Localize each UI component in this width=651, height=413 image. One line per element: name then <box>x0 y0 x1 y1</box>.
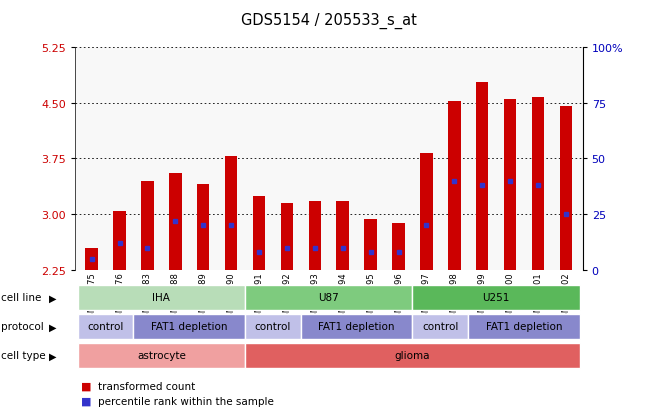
Bar <box>85 248 98 271</box>
Bar <box>141 181 154 271</box>
Bar <box>448 102 461 271</box>
Text: IHA: IHA <box>152 293 171 303</box>
Bar <box>413 285 580 311</box>
Text: ▶: ▶ <box>49 322 57 332</box>
Text: cell line: cell line <box>1 293 42 303</box>
Text: cell type: cell type <box>1 351 46 361</box>
Bar <box>245 285 413 311</box>
Bar <box>504 100 516 271</box>
Bar <box>365 220 377 271</box>
Bar <box>225 157 238 271</box>
Bar <box>133 314 245 339</box>
Bar <box>197 185 210 271</box>
Bar <box>560 107 572 271</box>
Text: FAT1 depletion: FAT1 depletion <box>486 322 562 332</box>
Bar <box>301 314 413 339</box>
Bar <box>113 211 126 271</box>
Text: ■: ■ <box>81 381 92 391</box>
Bar <box>532 97 544 271</box>
Bar <box>77 285 245 311</box>
Text: GDS5154 / 205533_s_at: GDS5154 / 205533_s_at <box>241 12 417 28</box>
Bar <box>309 202 321 271</box>
Text: protocol: protocol <box>1 322 44 332</box>
Bar <box>77 314 133 339</box>
Text: transformed count: transformed count <box>98 381 195 391</box>
Text: control: control <box>87 322 124 332</box>
Text: FAT1 depletion: FAT1 depletion <box>151 322 227 332</box>
Text: ▶: ▶ <box>49 351 57 361</box>
Text: U251: U251 <box>482 293 510 303</box>
Text: ■: ■ <box>81 396 92 406</box>
Bar <box>245 314 301 339</box>
Text: glioma: glioma <box>395 351 430 361</box>
Bar <box>337 202 349 271</box>
Text: U87: U87 <box>318 293 339 303</box>
Bar <box>413 314 468 339</box>
Text: percentile rank within the sample: percentile rank within the sample <box>98 396 273 406</box>
Bar <box>420 154 433 271</box>
Text: FAT1 depletion: FAT1 depletion <box>318 322 395 332</box>
Bar <box>245 343 580 368</box>
Text: astrocyte: astrocyte <box>137 351 186 361</box>
Bar <box>281 204 293 271</box>
Bar <box>169 174 182 271</box>
Bar <box>476 83 488 271</box>
Bar <box>253 196 266 271</box>
Text: control: control <box>255 322 291 332</box>
Bar <box>77 343 245 368</box>
Bar <box>468 314 580 339</box>
Text: ▶: ▶ <box>49 293 57 303</box>
Bar <box>392 224 405 271</box>
Text: control: control <box>422 322 458 332</box>
